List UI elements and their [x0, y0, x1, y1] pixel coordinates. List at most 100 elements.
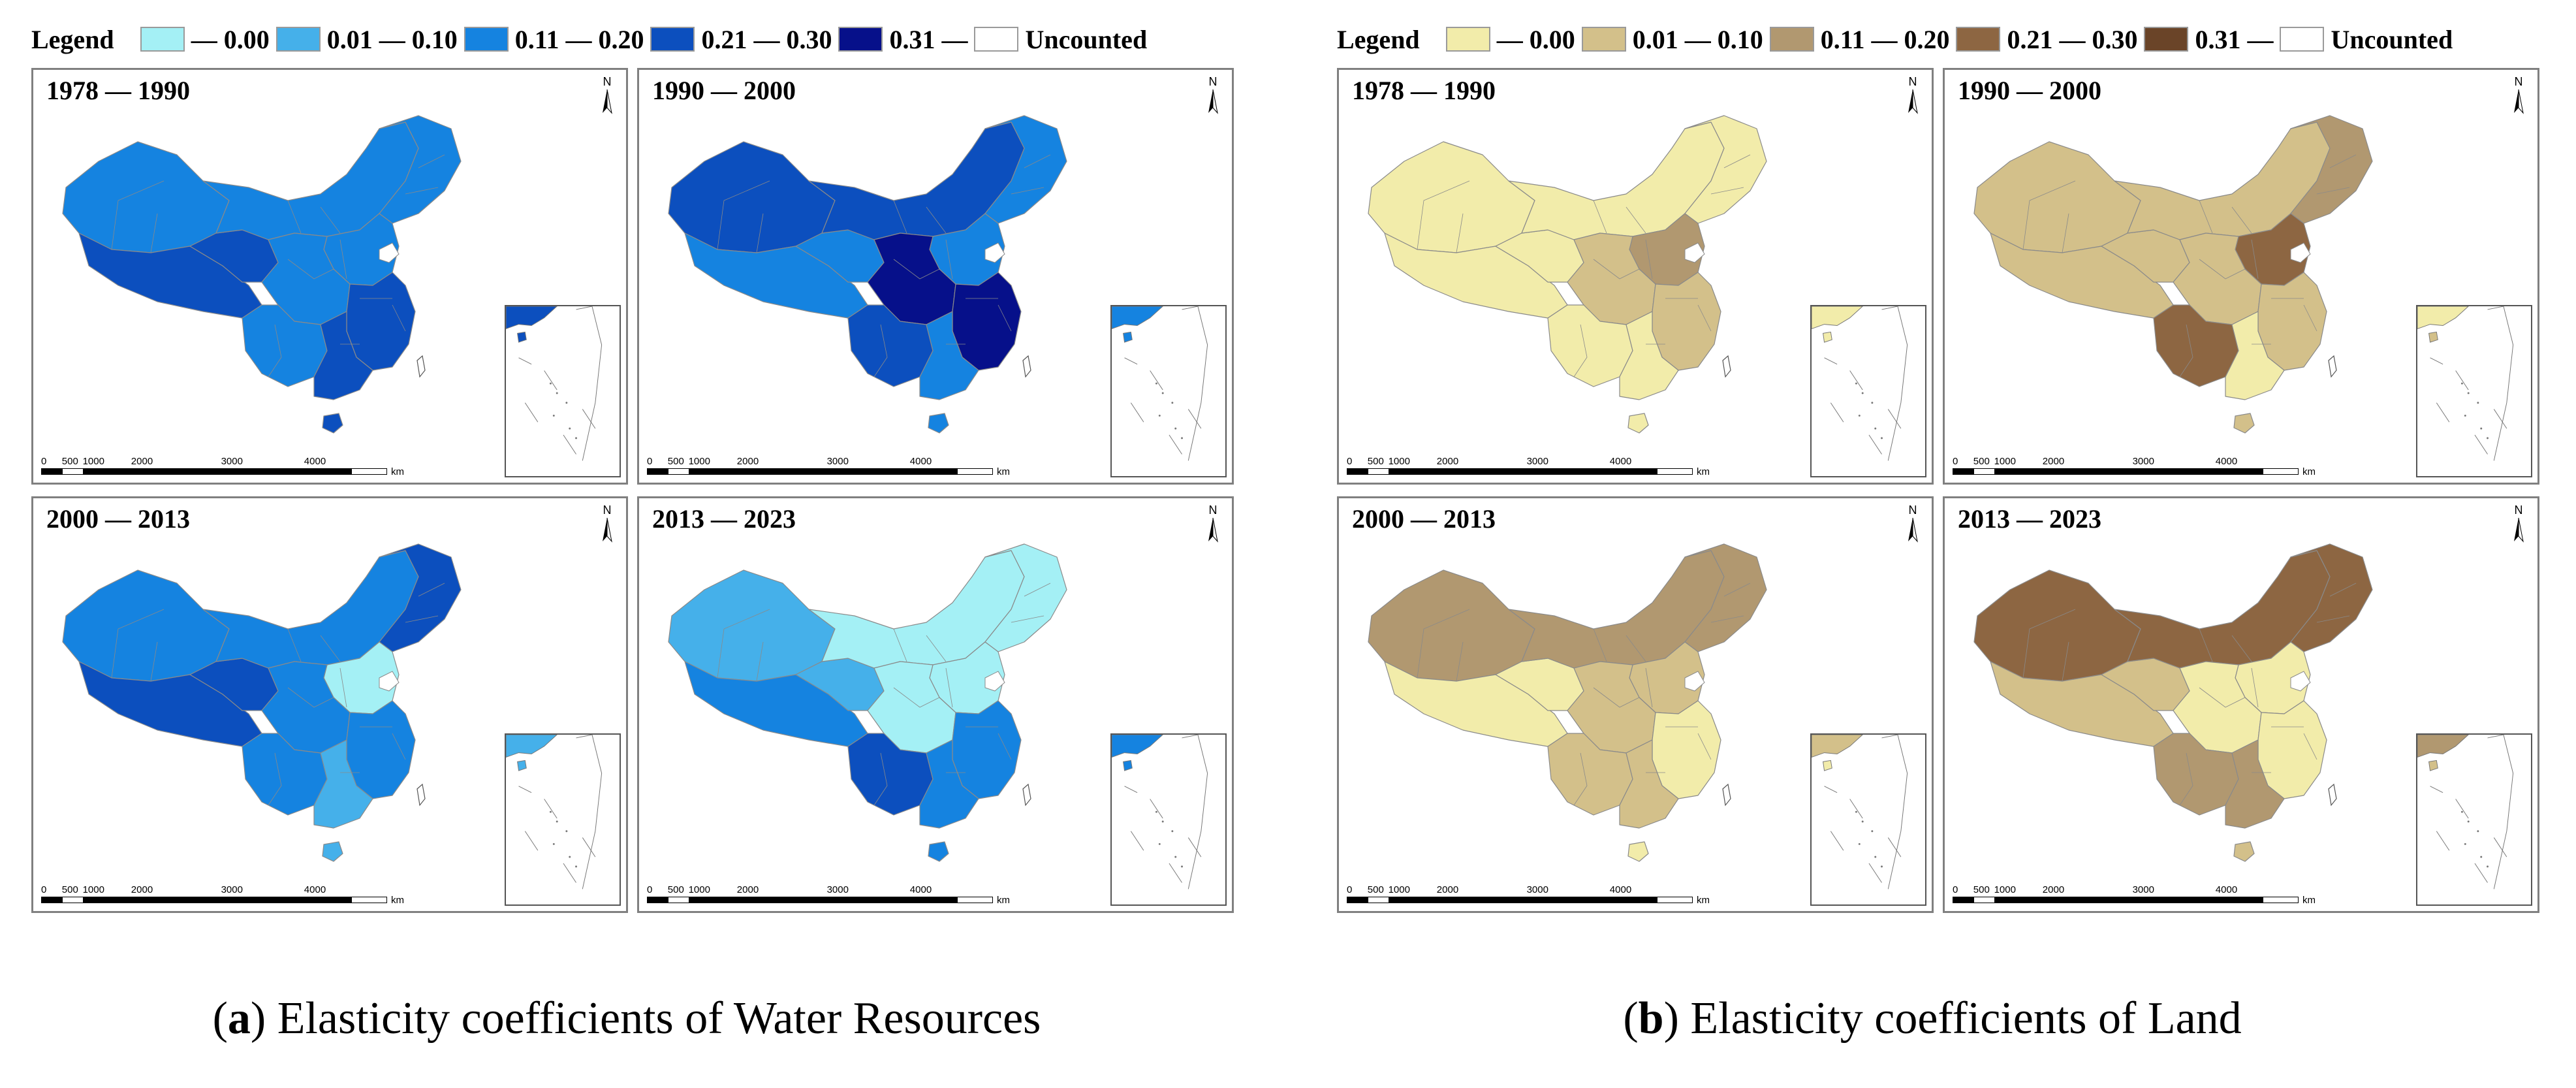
- scale-segment: [1389, 469, 1430, 474]
- inset-island: [1174, 856, 1177, 858]
- north-arrow-right: [1212, 89, 1218, 114]
- province-border: [2316, 187, 2350, 195]
- inset-island: [565, 830, 568, 833]
- map-panel: 2000 — 2013 N 0 500 1000 2000 3000 4000 km: [31, 496, 628, 913]
- scale-label: 1000: [688, 456, 710, 467]
- inset-island: [1155, 382, 1157, 385]
- inset-island: [2467, 820, 2470, 823]
- scale-track: [647, 897, 993, 903]
- legend-swatch: [838, 27, 883, 52]
- north-label: N: [603, 504, 612, 517]
- inset-coast: [1182, 735, 1208, 889]
- legend-item: 0.11 — 0.20: [463, 24, 644, 55]
- scale-label: 4000: [2215, 884, 2238, 895]
- province-border: [2316, 615, 2350, 623]
- scale-label: 4000: [2215, 456, 2238, 467]
- scale-label: 2000: [131, 884, 153, 895]
- province-border: [945, 239, 953, 280]
- legend-label: — 0.00: [191, 24, 270, 54]
- scale-label: 500: [1973, 456, 1990, 467]
- region-south: [2225, 739, 2285, 829]
- region-south: [2225, 311, 2285, 400]
- scale-label: 2000: [131, 456, 153, 467]
- scale-label: 2000: [1436, 456, 1459, 467]
- province-border: [1024, 154, 1051, 168]
- province-border: [873, 324, 888, 377]
- map-panel: 1978 — 1990 N 0 500 1000 2000 3000 4000 km: [31, 68, 628, 485]
- inset-coast: [2487, 306, 2514, 461]
- bohai-sea: [2290, 671, 2311, 692]
- scale-unit: km: [391, 895, 404, 906]
- bohai-sea: [2290, 242, 2311, 263]
- inset-island: [1171, 830, 1174, 833]
- inset-coast: [576, 306, 603, 461]
- inset-island: [1155, 810, 1157, 813]
- scale-segment: [124, 897, 208, 903]
- inset-island: [2464, 414, 2466, 417]
- inset-island: [2487, 865, 2489, 868]
- region-hainan: [928, 841, 949, 862]
- north-arrow-icon: N: [597, 75, 617, 116]
- inset-mainland: [1112, 735, 1163, 758]
- inset-island: [1174, 427, 1177, 430]
- province-border: [2062, 641, 2069, 682]
- north-arrow-right: [2518, 89, 2524, 114]
- north-arrow-right: [1212, 517, 1218, 543]
- scale-bar: 0 500 1000 2000 3000 4000 km: [1950, 874, 2316, 906]
- scale-segment: [1347, 469, 1368, 474]
- inset-hainan: [517, 331, 527, 343]
- inset-coast: [1881, 306, 1908, 461]
- inset-island: [2467, 392, 2470, 394]
- region-hainan: [322, 413, 343, 434]
- north-label: N: [603, 75, 612, 88]
- region-xinjiang: [1973, 141, 2141, 253]
- panel-title: 2013 — 2023: [652, 504, 796, 534]
- scale-segment: [42, 897, 63, 903]
- province-border: [287, 200, 302, 234]
- scale-label: 3000: [826, 456, 849, 467]
- north-label: N: [1208, 504, 1217, 517]
- province-border: [945, 667, 953, 708]
- north-arrow-right: [606, 89, 612, 114]
- taiwan-uncounted: [416, 355, 426, 378]
- legend-label: 0.11 — 0.20: [514, 24, 644, 54]
- region-northeast: [2290, 115, 2373, 224]
- north-arrow-left: [2514, 89, 2519, 113]
- inset-mainland: [506, 306, 558, 329]
- panel-title: 2013 — 2023: [1958, 504, 2101, 534]
- province-border: [268, 752, 282, 806]
- region-east: [2257, 700, 2327, 799]
- north-label: N: [2514, 504, 2523, 517]
- figure-b-land: Legend — 0.00 0.01 — 0.10 0.11 — 0.20 0.…: [1306, 0, 2559, 1088]
- region-hainan: [2233, 841, 2255, 862]
- scale-label: 0: [41, 884, 47, 895]
- south-china-sea-inset: [505, 733, 621, 906]
- inset-island: [2477, 830, 2479, 833]
- province-border: [997, 733, 1012, 760]
- scale-segment: [730, 897, 813, 903]
- inset-mainland: [2417, 306, 2469, 329]
- north-arrow-icon: N: [2509, 75, 2528, 116]
- scale-label: 3000: [1526, 884, 1548, 895]
- region-hainan: [1627, 413, 1649, 434]
- legend-swatch: [2144, 27, 2189, 52]
- nine-dash-line: [2430, 357, 2507, 455]
- province-border: [1011, 615, 1045, 623]
- caption-letter: a: [227, 993, 251, 1044]
- inset-island: [552, 414, 555, 417]
- inset-mainland: [506, 735, 558, 758]
- legend: Legend — 0.00 0.01 — 0.10 0.11 — 0.20 0.…: [31, 20, 1154, 59]
- nine-dash-line: [1124, 357, 1202, 455]
- inset-island: [1871, 830, 1874, 833]
- scale-label: 500: [61, 456, 78, 467]
- map-panel: 1978 — 1990 N 0 500 1000 2000 3000 4000 km: [1337, 68, 1934, 485]
- province-border: [1645, 239, 1653, 280]
- inset-hainan: [1823, 331, 1832, 343]
- province-border: [1626, 206, 1646, 234]
- region-south: [313, 311, 373, 400]
- inset-island: [1171, 402, 1174, 404]
- province-border: [1723, 154, 1751, 168]
- province-border: [2062, 213, 2069, 253]
- scale-segment: [730, 469, 813, 474]
- region-south: [919, 311, 979, 400]
